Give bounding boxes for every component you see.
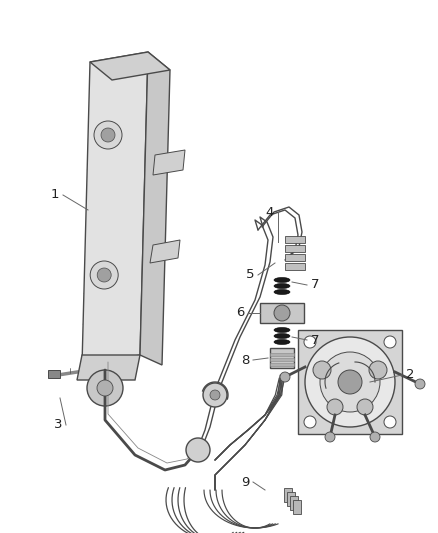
Circle shape: [210, 390, 220, 400]
Bar: [270, 353, 294, 356]
Circle shape: [97, 268, 111, 282]
Circle shape: [370, 432, 380, 442]
Text: 3: 3: [54, 418, 62, 432]
Bar: [298, 330, 402, 434]
Bar: [284, 488, 292, 502]
Bar: [285, 263, 305, 270]
Circle shape: [94, 121, 122, 149]
Bar: [270, 348, 294, 368]
Polygon shape: [140, 52, 170, 365]
Circle shape: [203, 383, 227, 407]
Bar: [293, 500, 301, 514]
Circle shape: [304, 416, 316, 428]
Circle shape: [357, 399, 373, 415]
Circle shape: [274, 305, 290, 321]
Bar: [260, 303, 304, 323]
Bar: [285, 236, 305, 243]
Bar: [287, 492, 295, 506]
Polygon shape: [150, 240, 180, 263]
Text: 7: 7: [311, 279, 319, 292]
Bar: [48, 370, 60, 378]
Ellipse shape: [274, 284, 290, 288]
Bar: [270, 363, 294, 366]
Circle shape: [305, 337, 395, 427]
Bar: [270, 358, 294, 361]
Bar: [285, 245, 305, 252]
Circle shape: [97, 380, 113, 396]
Circle shape: [338, 370, 362, 394]
Text: 9: 9: [241, 475, 249, 489]
Bar: [285, 254, 305, 261]
Text: 4: 4: [266, 206, 274, 219]
Text: 7: 7: [311, 334, 319, 346]
Circle shape: [90, 261, 118, 289]
Bar: [290, 496, 298, 510]
Text: 8: 8: [241, 353, 249, 367]
Circle shape: [415, 379, 425, 389]
Ellipse shape: [274, 334, 290, 338]
Ellipse shape: [274, 289, 290, 295]
Circle shape: [304, 336, 316, 348]
Text: 2: 2: [406, 368, 414, 382]
Polygon shape: [82, 52, 148, 365]
Text: 5: 5: [246, 269, 254, 281]
Polygon shape: [153, 150, 185, 175]
Circle shape: [327, 399, 343, 415]
Circle shape: [325, 432, 335, 442]
Ellipse shape: [274, 327, 290, 333]
Circle shape: [384, 336, 396, 348]
Circle shape: [87, 370, 123, 406]
Ellipse shape: [274, 278, 290, 282]
Circle shape: [369, 361, 387, 379]
Polygon shape: [90, 52, 170, 80]
Circle shape: [384, 416, 396, 428]
Polygon shape: [77, 355, 140, 380]
Text: 1: 1: [51, 189, 59, 201]
Circle shape: [101, 128, 115, 142]
Circle shape: [186, 438, 210, 462]
Circle shape: [313, 361, 331, 379]
Circle shape: [320, 352, 380, 412]
Text: 6: 6: [236, 306, 244, 319]
Ellipse shape: [274, 340, 290, 344]
Circle shape: [280, 372, 290, 382]
